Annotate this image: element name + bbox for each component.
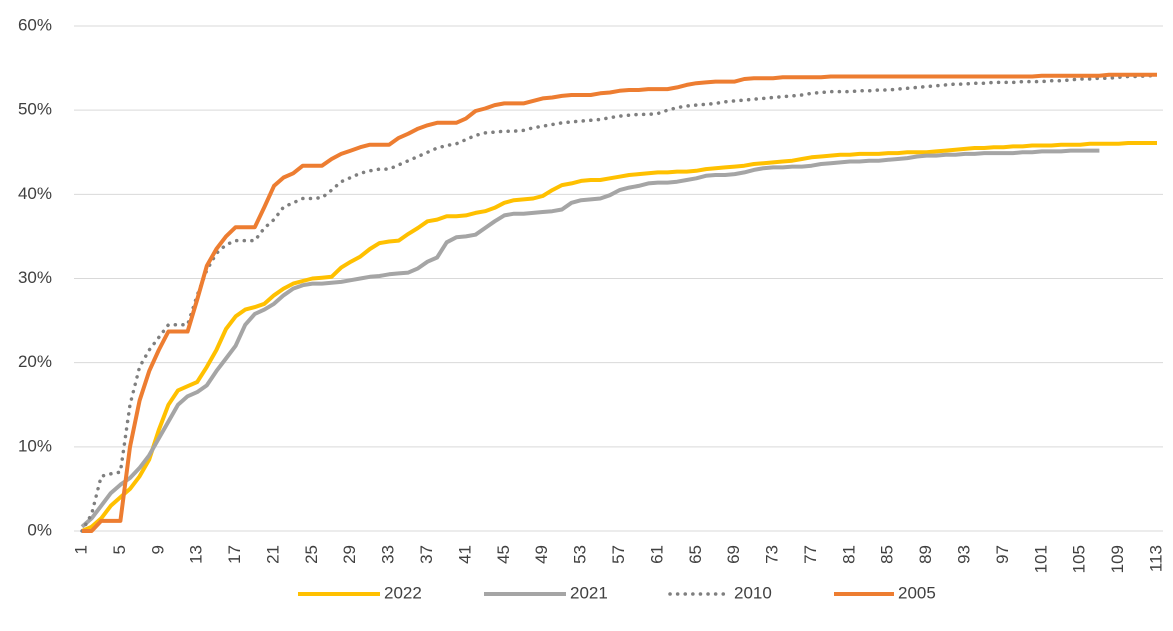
x-tick-label: 101 (1031, 545, 1050, 573)
x-tick-label: 89 (916, 545, 935, 564)
y-tick-label: 20% (18, 352, 52, 371)
legend-label: 2021 (570, 583, 608, 602)
y-tick-label: 50% (18, 100, 52, 119)
x-tick-label: 9 (148, 545, 167, 554)
y-tick-label: 40% (18, 184, 52, 203)
x-tick-label: 17 (225, 545, 244, 564)
x-tick-label: 69 (724, 545, 743, 564)
series-line (81, 141, 1157, 533)
x-tick-label: 93 (955, 545, 974, 564)
x-tick-label: 113 (1146, 545, 1165, 572)
x-tick-label: 25 (302, 545, 321, 564)
y-tick-label: 0% (27, 520, 52, 539)
x-tick-label: 85 (878, 545, 897, 564)
x-tick-label: 5 (110, 545, 129, 554)
x-tick-label: 13 (187, 545, 206, 564)
x-tick-label: 109 (1108, 545, 1127, 573)
x-tick-label: 49 (532, 545, 551, 564)
x-tick-label: 81 (839, 545, 858, 564)
series-line (82, 72, 1157, 533)
x-tick-label: 45 (494, 545, 513, 564)
x-tick-label: 97 (993, 545, 1012, 564)
x-tick-label: 29 (340, 545, 359, 564)
y-tick-label: 10% (18, 436, 52, 455)
x-tick-label: 37 (417, 545, 436, 564)
x-tick-label: 53 (571, 545, 590, 564)
series-line (80, 73, 1159, 533)
x-tick-label: 1 (71, 545, 90, 554)
x-tick-label: 77 (801, 545, 820, 564)
x-tick-label: 65 (686, 545, 705, 564)
x-tick-label: 57 (609, 545, 628, 564)
y-tick-label: 60% (18, 15, 52, 34)
x-tick-label: 41 (455, 545, 474, 564)
x-tick-label: 61 (647, 545, 666, 564)
series-line (80, 148, 1100, 529)
legend-label: 2022 (384, 583, 422, 602)
x-tick-label: 33 (379, 545, 398, 564)
legend-label: 2005 (898, 583, 936, 602)
x-tick-label: 73 (763, 545, 782, 564)
x-tick-label: 105 (1070, 545, 1089, 573)
x-tick-label: 21 (263, 545, 282, 564)
legend-label: 2010 (734, 583, 772, 602)
y-tick-label: 30% (18, 268, 52, 287)
